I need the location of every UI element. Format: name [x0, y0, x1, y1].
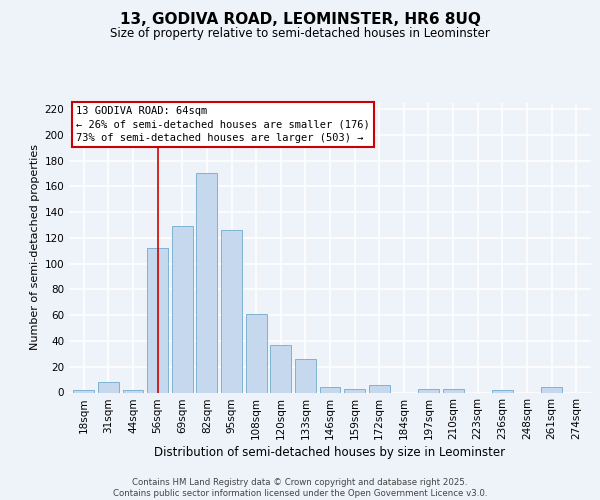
Bar: [344, 388, 365, 392]
Text: 13 GODIVA ROAD: 64sqm
← 26% of semi-detached houses are smaller (176)
73% of sem: 13 GODIVA ROAD: 64sqm ← 26% of semi-deta…: [76, 106, 370, 143]
Bar: [369, 385, 390, 392]
Bar: [147, 248, 168, 392]
Bar: [443, 388, 464, 392]
Bar: [320, 388, 340, 392]
Bar: [73, 390, 94, 392]
Bar: [245, 314, 266, 392]
Bar: [98, 382, 119, 392]
Bar: [492, 390, 513, 392]
Bar: [221, 230, 242, 392]
Bar: [295, 359, 316, 392]
Bar: [270, 345, 291, 393]
Text: 13, GODIVA ROAD, LEOMINSTER, HR6 8UQ: 13, GODIVA ROAD, LEOMINSTER, HR6 8UQ: [119, 12, 481, 28]
Bar: [196, 174, 217, 392]
Bar: [541, 388, 562, 392]
Text: Contains HM Land Registry data © Crown copyright and database right 2025.
Contai: Contains HM Land Registry data © Crown c…: [113, 478, 487, 498]
Bar: [172, 226, 193, 392]
Text: Size of property relative to semi-detached houses in Leominster: Size of property relative to semi-detach…: [110, 28, 490, 40]
Bar: [418, 388, 439, 392]
Bar: [122, 390, 143, 392]
Y-axis label: Number of semi-detached properties: Number of semi-detached properties: [30, 144, 40, 350]
X-axis label: Distribution of semi-detached houses by size in Leominster: Distribution of semi-detached houses by …: [154, 446, 506, 460]
